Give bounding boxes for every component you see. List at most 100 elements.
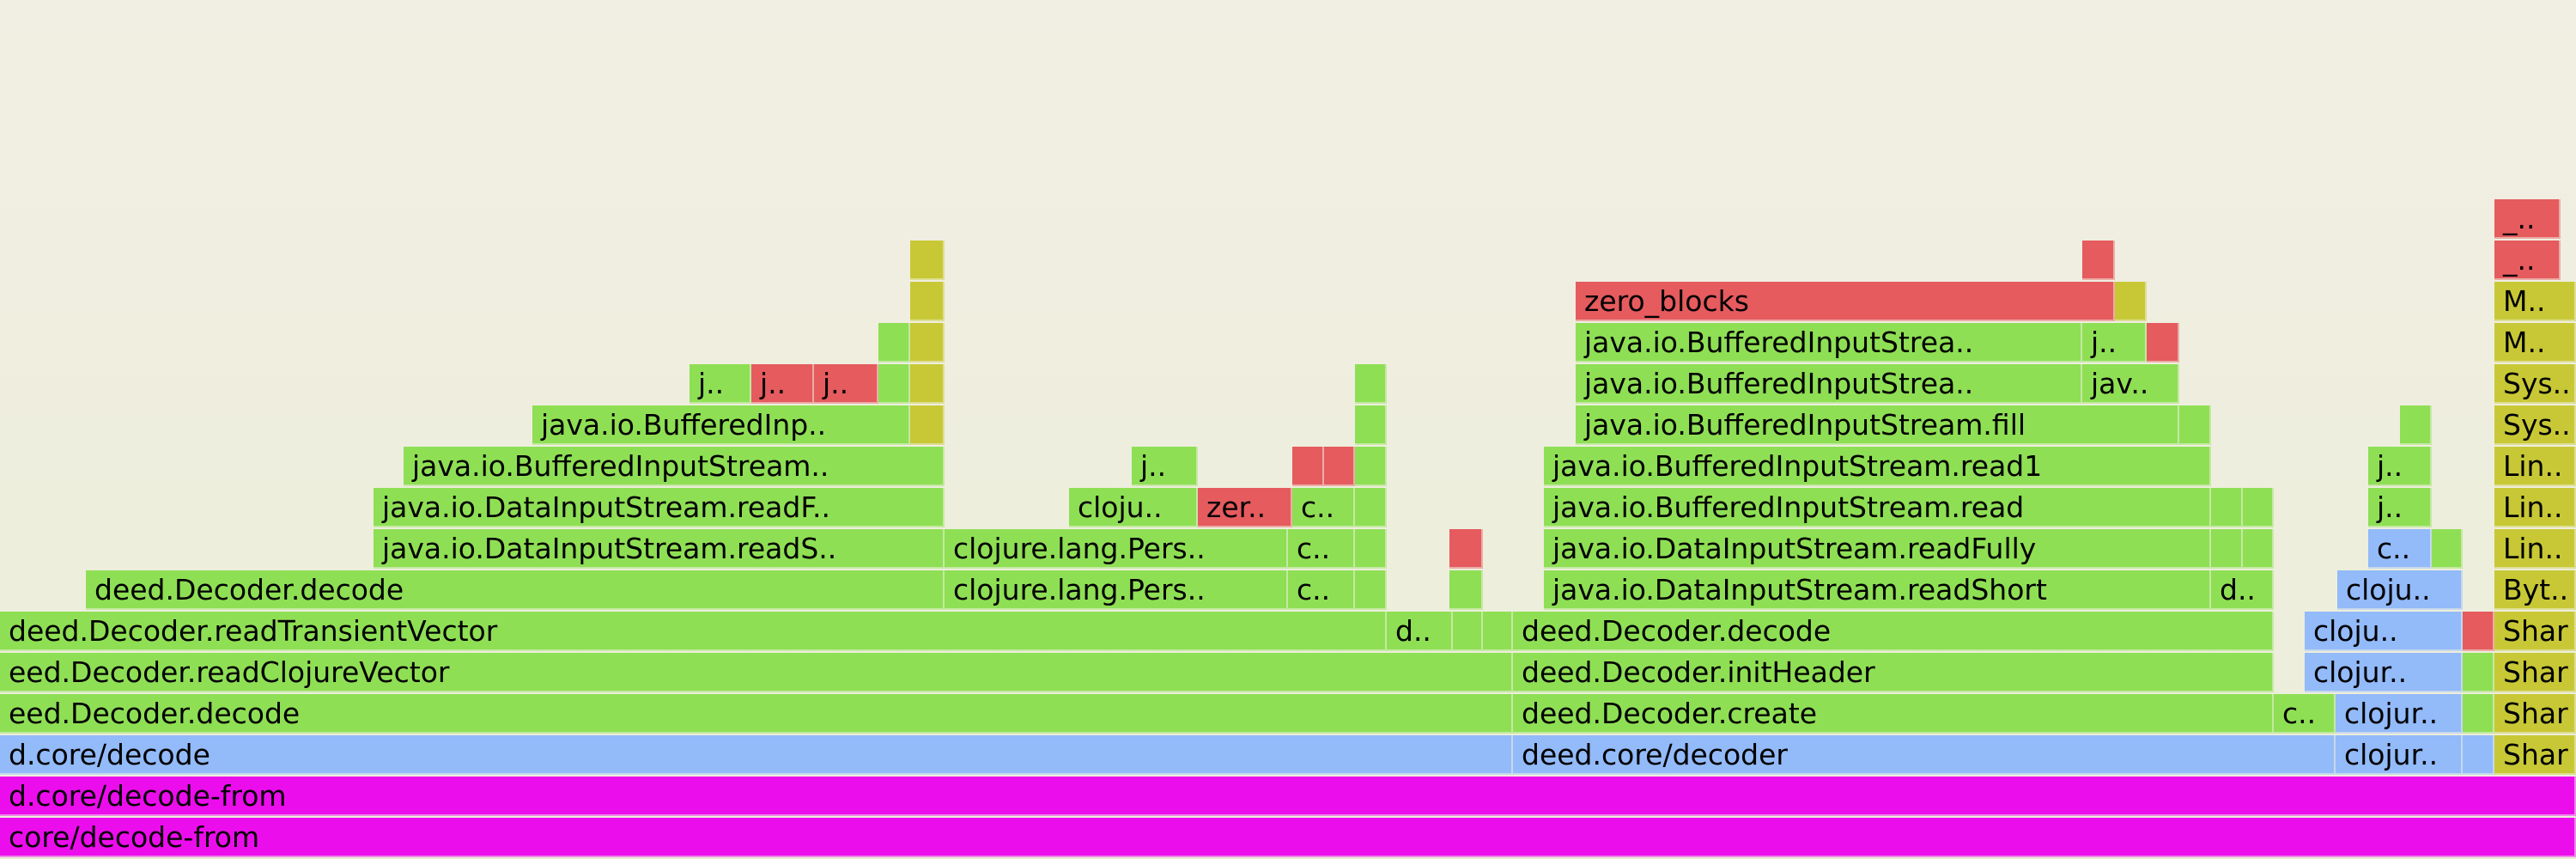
flame-frame[interactable] <box>1355 529 1387 569</box>
flame-frame[interactable] <box>910 323 945 362</box>
flame-frame[interactable]: j.. <box>814 364 878 404</box>
flame-frame[interactable]: deed.core/decoder <box>1513 735 2336 775</box>
flame-frame[interactable]: Lin.. <box>2494 488 2576 527</box>
flame-frame[interactable]: d.core/decode-from <box>0 777 2576 816</box>
flame-frame[interactable] <box>2463 694 2494 734</box>
flame-frame[interactable] <box>1324 447 1355 486</box>
flame-frame[interactable]: cloju.. <box>1069 488 1198 527</box>
flame-frame[interactable]: core/decode-from <box>0 818 2576 857</box>
flame-frame[interactable]: java.io.BufferedInputStrea.. <box>1576 364 2082 404</box>
flame-frame[interactable]: java.io.DataInputStream.readShort <box>1544 570 2211 610</box>
flame-frame[interactable]: Byt.. <box>2494 570 2576 610</box>
flame-frame[interactable]: Shar <box>2494 653 2576 692</box>
flame-frame[interactable] <box>910 364 945 404</box>
flame-frame[interactable] <box>1355 364 1387 404</box>
flame-frame[interactable]: clojure.lang.Pers.. <box>945 570 1288 610</box>
flame-frame[interactable] <box>2463 653 2494 692</box>
flame-frame[interactable]: cloju.. <box>2337 570 2463 610</box>
flame-frame[interactable]: c.. <box>2368 529 2432 569</box>
flame-frame[interactable] <box>2243 488 2274 527</box>
flame-frame[interactable] <box>1292 447 1324 486</box>
flame-frame[interactable] <box>878 323 910 362</box>
flame-frame[interactable]: java.io.BufferedInputStream.read <box>1544 488 2211 527</box>
flame-frame[interactable]: java.io.BufferedInputStrea.. <box>1576 323 2082 362</box>
flame-frame[interactable] <box>2147 323 2179 362</box>
flame-frame[interactable]: deed.Decoder.readTransientVector <box>0 612 1387 651</box>
flame-frame[interactable]: Lin.. <box>2494 447 2576 486</box>
flame-frame[interactable]: eed.Decoder.decode <box>0 694 1513 734</box>
flame-frame[interactable]: clojur.. <box>2336 735 2463 775</box>
flame-frame[interactable]: c.. <box>1288 529 1355 569</box>
flame-frame[interactable]: Lin.. <box>2494 529 2576 569</box>
frame-label: d.. <box>1395 614 1431 648</box>
frame-label: deed.Decoder.decode <box>94 573 404 606</box>
frame-label: cloju.. <box>2313 614 2398 648</box>
flame-frame[interactable] <box>1355 405 1387 445</box>
flame-frame[interactable] <box>2243 529 2274 569</box>
flame-frame[interactable] <box>2179 405 2211 445</box>
flame-frame[interactable] <box>1355 447 1387 486</box>
flame-frame[interactable]: eed.Decoder.readClojureVector <box>0 653 1513 692</box>
flame-frame[interactable]: d.. <box>1387 612 1453 651</box>
flame-frame[interactable]: j.. <box>2368 488 2432 527</box>
flame-frame[interactable] <box>2082 241 2115 280</box>
flame-frame[interactable]: java.io.BufferedInputStream.fill <box>1576 405 2179 445</box>
flame-frame[interactable]: d.core/decode <box>0 735 1513 775</box>
flame-frame[interactable]: java.io.BufferedInputStream.read1 <box>1544 447 2211 486</box>
flame-frame[interactable]: j.. <box>2082 323 2147 362</box>
flame-frame[interactable] <box>2211 529 2243 569</box>
flame-frame[interactable]: cloju.. <box>2305 612 2463 651</box>
flame-frame[interactable]: c.. <box>1292 488 1355 527</box>
flame-frame[interactable]: j.. <box>1132 447 1198 486</box>
flame-frame[interactable]: j.. <box>690 364 751 404</box>
flame-frame[interactable]: j.. <box>751 364 814 404</box>
flame-frame[interactable]: jav.. <box>2082 364 2179 404</box>
flame-frame[interactable]: M.. <box>2494 282 2576 321</box>
flame-frame[interactable] <box>910 282 945 321</box>
flame-frame[interactable]: zero_blocks <box>1576 282 2115 321</box>
flame-frame[interactable]: M.. <box>2494 323 2576 362</box>
flame-frame[interactable]: j.. <box>2368 447 2432 486</box>
flame-frame[interactable] <box>1355 488 1387 527</box>
flame-frame[interactable] <box>1449 570 1483 610</box>
flame-frame[interactable] <box>878 364 910 404</box>
flame-frame[interactable]: java.io.DataInputStream.readF.. <box>374 488 945 527</box>
flame-frame[interactable]: java.io.DataInputStream.readFully <box>1544 529 2211 569</box>
flame-frame[interactable] <box>1483 612 1513 651</box>
flame-frame[interactable] <box>910 405 945 445</box>
flame-frame[interactable] <box>2400 405 2432 445</box>
flame-frame[interactable]: _.. <box>2494 241 2561 280</box>
flame-frame[interactable]: clojur.. <box>2336 694 2463 734</box>
flame-frame[interactable]: deed.Decoder.initHeader <box>1513 653 2274 692</box>
flame-frame[interactable]: c.. <box>2274 694 2336 734</box>
flame-frame[interactable]: Shar <box>2494 612 2576 651</box>
flame-frame[interactable]: d.. <box>2211 570 2274 610</box>
flame-frame[interactable] <box>1355 570 1387 610</box>
frame-label: clojure.lang.Pers.. <box>953 573 1206 606</box>
flame-frame[interactable]: deed.Decoder.create <box>1513 694 2274 734</box>
flame-frame[interactable]: Shar <box>2494 735 2576 775</box>
flame-frame[interactable]: java.io.BufferedInputStream.. <box>404 447 945 486</box>
frame-label: d.core/decode <box>9 738 210 771</box>
flame-frame[interactable]: Shar <box>2494 694 2576 734</box>
flame-frame[interactable] <box>2432 529 2463 569</box>
flame-frame[interactable] <box>1453 612 1483 651</box>
flame-frame[interactable] <box>2463 612 2494 651</box>
frame-label: d.core/decode-from <box>9 779 287 813</box>
flame-frame[interactable]: deed.Decoder.decode <box>86 570 945 610</box>
flame-frame[interactable] <box>1449 529 1483 569</box>
flame-frame[interactable]: Sys.. <box>2494 405 2576 445</box>
flame-frame[interactable]: _.. <box>2494 199 2561 239</box>
flame-frame[interactable] <box>910 241 945 280</box>
flame-frame[interactable]: zer.. <box>1198 488 1292 527</box>
flame-frame[interactable]: clojure.lang.Pers.. <box>945 529 1288 569</box>
flame-frame[interactable]: Sys.. <box>2494 364 2576 404</box>
flame-frame[interactable]: clojur.. <box>2305 653 2463 692</box>
flame-frame[interactable] <box>2115 282 2147 321</box>
flame-frame[interactable]: java.io.BufferedInp.. <box>532 405 910 445</box>
flame-frame[interactable] <box>2211 488 2243 527</box>
flame-frame[interactable] <box>2463 735 2494 775</box>
flame-frame[interactable]: deed.Decoder.decode <box>1513 612 2274 651</box>
flame-frame[interactable]: c.. <box>1288 570 1355 610</box>
flame-frame[interactable]: java.io.DataInputStream.readS.. <box>374 529 945 569</box>
